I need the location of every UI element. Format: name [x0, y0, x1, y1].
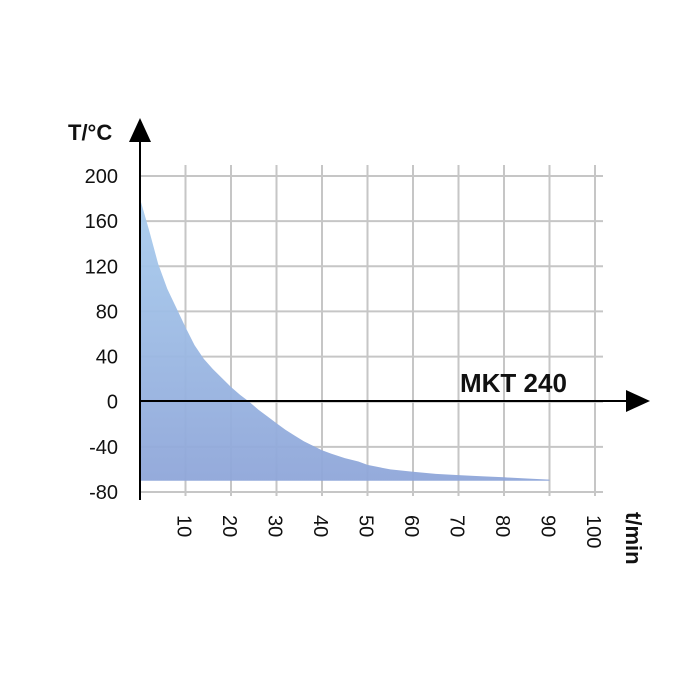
x-tick-label: 90	[537, 515, 559, 537]
y-tick-label: 200	[85, 166, 118, 188]
y-tick-label: 80	[96, 301, 118, 323]
temperature-area	[140, 198, 550, 481]
x-tick-label: 10	[173, 515, 195, 537]
x-tick-label: 40	[309, 515, 331, 537]
grid	[140, 165, 603, 496]
y-tick-label: 120	[85, 256, 118, 278]
x-tick-label: 20	[218, 515, 240, 537]
x-tick-label: 30	[264, 515, 286, 537]
y-tick-label: -40	[89, 437, 118, 459]
x-tick-label: 50	[355, 515, 377, 537]
y-tick-label: -80	[89, 482, 118, 504]
series-label: MKT 240	[460, 368, 567, 398]
x-axis-arrow	[626, 390, 650, 412]
y-tick-label: 40	[96, 347, 118, 369]
y-axis-title: T/°C	[68, 120, 112, 145]
y-tick-label: 0	[107, 392, 118, 414]
y-axis-arrow	[129, 118, 151, 142]
x-tick-label: 80	[491, 515, 513, 537]
x-axis-title: t/min	[621, 512, 646, 565]
y-tick-labels: 200 160 120 80 40 0 -40 -80	[85, 166, 118, 504]
x-tick-labels: 10 20 30 40 50 60 70 80 90 100	[173, 515, 605, 548]
x-tick-label: 100	[582, 515, 604, 548]
x-tick-label: 70	[446, 515, 468, 537]
axes	[129, 118, 650, 500]
y-tick-label: 160	[85, 211, 118, 233]
x-tick-label: 60	[400, 515, 422, 537]
